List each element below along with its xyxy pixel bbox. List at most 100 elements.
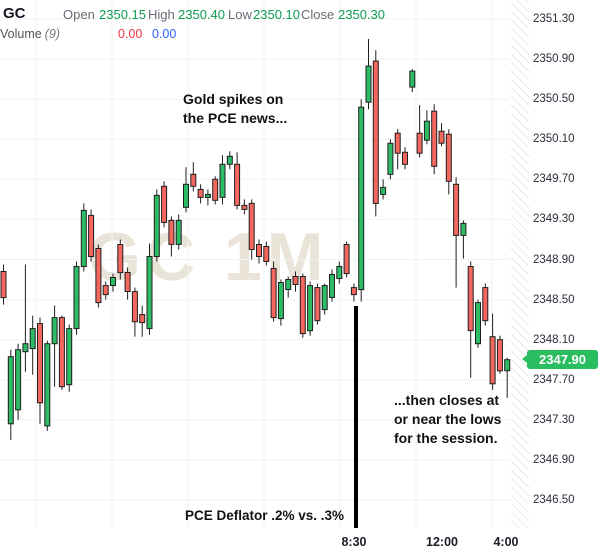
candle: [88, 209, 95, 262]
candle: [358, 99, 365, 302]
candle: [496, 335, 503, 374]
price-tick-label: 2350.10: [533, 133, 575, 145]
candle: [102, 281, 109, 300]
candle: [307, 281, 314, 336]
volume-value-ma: 0.00: [152, 27, 177, 41]
candle: [343, 241, 350, 278]
candle: [329, 269, 335, 302]
candle: [117, 239, 124, 280]
candle: [197, 184, 204, 204]
candle: [73, 261, 80, 335]
candle: [29, 315, 36, 375]
candle: [212, 176, 219, 205]
candle: [372, 50, 379, 217]
candle: [15, 343, 22, 420]
candle: [146, 243, 153, 335]
volume-value-down: 0.00: [118, 27, 143, 41]
last-price-badge: 2347.90: [522, 350, 598, 369]
price-tick-label: 2347.30: [533, 414, 575, 426]
candle: [482, 283, 489, 326]
volume-indicator-label[interactable]: Volume (9): [0, 27, 60, 41]
price-chart-canvas[interactable]: [0, 0, 600, 528]
candle: [314, 283, 321, 325]
price-tick-label: 2347.70: [533, 374, 575, 386]
candle: [402, 147, 408, 170]
candle: [394, 129, 401, 170]
time-axis[interactable]: 8:30 12:00 4:00: [0, 528, 600, 558]
candle: [387, 139, 394, 180]
low-label: Low: [228, 7, 252, 22]
open-label: Open: [63, 7, 95, 22]
gridlines: [0, 0, 511, 528]
candle: [175, 214, 182, 250]
candle: [431, 104, 438, 175]
price-tick-label: 2349.30: [533, 213, 575, 225]
low-value: 2350.10: [253, 7, 300, 22]
candle: [44, 340, 51, 431]
candle: [95, 244, 102, 308]
candle: [124, 267, 131, 300]
price-tick-label: 2346.50: [533, 494, 575, 506]
candle: [453, 177, 460, 288]
time-tick-label: 8:30: [341, 535, 367, 549]
candle: [365, 39, 372, 110]
candle: [467, 261, 474, 378]
price-tick-label: 2346.90: [533, 454, 575, 466]
candle: [234, 152, 241, 210]
candle: [350, 283, 357, 302]
open-value: 2350.15: [99, 7, 146, 22]
candle-series: [0, 39, 511, 440]
price-axis[interactable]: 2351.30 2350.90 2350.50 2350.10 2349.70 2349.…: [529, 0, 600, 528]
candle: [153, 189, 160, 262]
price-tick-label: 2348.50: [533, 294, 575, 306]
price-tick-label: 2350.90: [533, 53, 575, 65]
close-label: Close: [301, 7, 335, 22]
candle: [277, 279, 284, 326]
time-tick-label: 12:00: [426, 535, 458, 549]
candle: [66, 324, 73, 392]
price-tick-label: 2348.10: [533, 334, 575, 346]
candle: [110, 273, 116, 292]
candle: [321, 283, 328, 315]
candle: [475, 299, 481, 348]
candle: [37, 317, 43, 424]
candle: [299, 273, 306, 338]
price-tick-label: 2350.50: [533, 93, 575, 105]
candle: [161, 181, 168, 228]
candle: [131, 287, 138, 337]
high-label: High: [148, 7, 175, 22]
candle: [423, 110, 430, 145]
candle: [460, 220, 467, 259]
annotation-pce-deflator: PCE Deflator .2% vs. .3%: [185, 508, 345, 523]
after-hours-hatch-strip: [511, 0, 529, 528]
close-value: 2350.30: [338, 7, 385, 22]
candle: [7, 349, 14, 440]
candle: [219, 155, 226, 205]
symbol-label[interactable]: GC: [3, 5, 26, 22]
candle: [139, 305, 146, 337]
candle: [204, 189, 211, 206]
candle: [248, 199, 255, 260]
candle: [183, 167, 189, 213]
price-tick-label: 2348.90: [533, 254, 575, 266]
candle: [256, 239, 262, 264]
candle: [226, 151, 233, 170]
candle: [380, 179, 387, 200]
candle: [0, 264, 7, 305]
time-tick-label: 4:00: [493, 535, 519, 549]
high-value: 2350.40: [178, 7, 225, 22]
price-tick-label: 2351.30: [533, 13, 575, 25]
candle: [416, 105, 423, 158]
volume-indicator-param: (9): [44, 27, 60, 41]
candle: [190, 162, 197, 192]
candle: [168, 216, 175, 257]
candle: [285, 276, 292, 298]
price-tick-label: 2349.70: [533, 173, 575, 185]
candle: [336, 261, 343, 284]
annotation-spike: Gold spikes on the PCE news...: [183, 91, 288, 126]
candle: [504, 357, 511, 398]
candle: [58, 315, 65, 390]
candle: [438, 123, 445, 147]
annotation-session-close: ...then closes at or near the lows for t…: [394, 392, 502, 446]
